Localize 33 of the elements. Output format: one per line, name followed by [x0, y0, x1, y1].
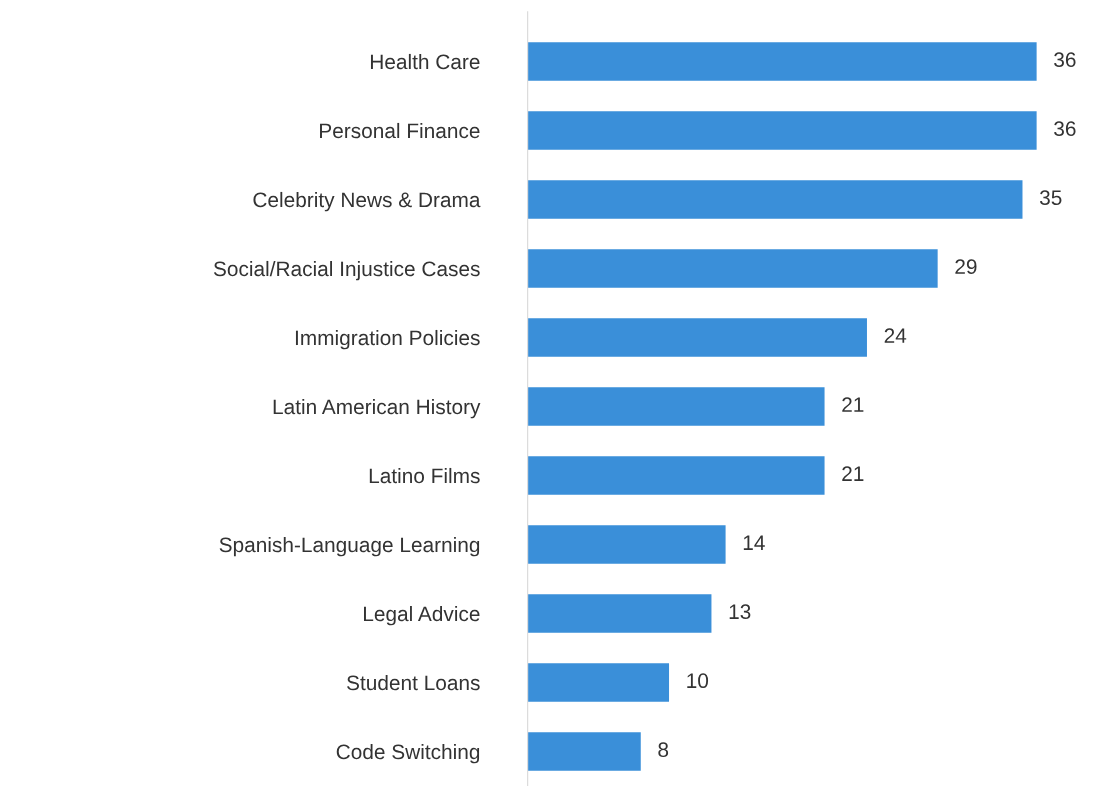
bar: [527, 663, 670, 702]
data-label: 36: [1054, 121, 1076, 137]
y-tick-label: Celebrity News & Drama: [253, 191, 481, 212]
data-label: 14: [743, 535, 765, 550]
y-tick-label: Spanish-Language Learning: [219, 536, 480, 557]
y-tick-label: Social/Racial Injustice Cases: [213, 260, 480, 281]
bar: [527, 111, 1037, 150]
data-label: 13: [729, 604, 751, 620]
bar: [527, 318, 867, 357]
data-label: 35: [1039, 190, 1062, 206]
y-tick-label: Latino Films: [369, 467, 480, 484]
data-label: 24: [884, 328, 907, 343]
bar: [527, 732, 641, 771]
y-tick-label: Student Loans: [347, 674, 480, 691]
bar: [527, 42, 1037, 81]
data-label: 36: [1054, 52, 1076, 68]
data-label: 8: [658, 742, 669, 758]
bar: [527, 456, 825, 495]
data-label: 21: [842, 397, 864, 412]
y-tick-label: Personal Finance: [320, 122, 480, 139]
y-tick-label: Code Switching: [336, 743, 480, 764]
bar: [527, 249, 938, 288]
y-tick-label: Immigration Policies: [295, 329, 480, 350]
bar: [527, 525, 726, 564]
data-label: 29: [955, 259, 977, 275]
y-tick-label: Health Care: [370, 53, 480, 70]
bar: [527, 387, 825, 426]
y-tick-label: Latin American History: [273, 398, 481, 419]
data-label: 10: [687, 673, 709, 689]
bar: [527, 594, 712, 633]
data-label: 21: [842, 466, 864, 481]
bar: [527, 180, 1023, 219]
y-tick-label: Legal Advice: [364, 605, 480, 626]
